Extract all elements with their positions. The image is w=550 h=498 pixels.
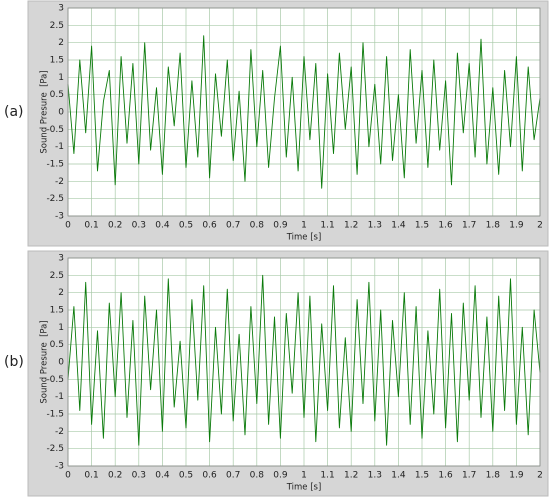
y-tick-label: -0.5 xyxy=(46,375,64,385)
y-tick-label: -2 xyxy=(55,177,64,187)
x-axis-title: Time [s] xyxy=(286,233,322,243)
x-tick-label: 1.3 xyxy=(368,221,382,231)
x-tick-label: 0.2 xyxy=(108,221,122,231)
x-tick-label: 1.6 xyxy=(438,471,453,481)
x-tick-label: 0.8 xyxy=(250,221,265,231)
y-axis-title: Sound Presure [Pa] xyxy=(40,320,50,403)
x-tick-label: 0.5 xyxy=(179,471,193,481)
y-tick-label: -2 xyxy=(55,427,64,437)
x-tick-label: 1.9 xyxy=(509,221,524,231)
panel-label: (a) xyxy=(4,104,24,120)
y-tick-label: -1.5 xyxy=(46,410,64,420)
x-tick-label: 1.4 xyxy=(391,471,406,481)
chart-panel: -3 -2.5 -2 -1.5 -1 -0.5 0 0.5 1 1.5 2 2.5 3 0 0.1 0.2 0.… xyxy=(4,0,549,247)
panel-label: (b) xyxy=(4,354,24,370)
x-tick-label: 0.7 xyxy=(226,221,240,231)
x-tick-label: 0.9 xyxy=(273,221,288,231)
y-axis-title: Sound Presure [Pa] xyxy=(40,70,50,153)
y-tick-label: -1 xyxy=(55,142,64,152)
plot-frame xyxy=(67,257,541,467)
x-axis-title: Time [s] xyxy=(286,483,322,493)
x-tick-label: 2 xyxy=(537,471,543,481)
y-tick-label: -3 xyxy=(55,212,64,222)
plot-frame xyxy=(67,7,541,217)
x-tick-label: 0 xyxy=(65,221,71,231)
y-tick-label: -1 xyxy=(55,392,64,402)
chart-panel: -3 -2.5 -2 -1.5 -1 -0.5 0 0.5 1 1.5 2 2.5 3 0 0.1 0.2 0.… xyxy=(4,250,549,497)
y-tick-label: 0.5 xyxy=(50,340,64,350)
y-tick-label: 2.5 xyxy=(50,271,64,281)
x-tick-label: 0.5 xyxy=(179,221,193,231)
y-tick-label: -1.5 xyxy=(46,160,64,170)
x-tick-label: 1.2 xyxy=(344,221,358,231)
x-tick-label: 1.8 xyxy=(486,471,501,481)
x-tick-label: 1.4 xyxy=(391,221,406,231)
x-tick-label: 0.4 xyxy=(155,471,170,481)
y-tick-label: -2.5 xyxy=(46,444,64,454)
x-tick-label: 0.2 xyxy=(108,471,122,481)
x-tick-label: 0.4 xyxy=(155,221,170,231)
x-tick-label: 1 xyxy=(301,221,307,231)
x-tick-label: 1.1 xyxy=(320,221,334,231)
y-tick-label: 2 xyxy=(58,38,64,48)
y-tick-label: 2 xyxy=(58,288,64,298)
y-tick-label: 2.5 xyxy=(50,21,64,31)
x-tick-label: 1 xyxy=(301,471,307,481)
x-tick-label: 1.7 xyxy=(462,221,476,231)
y-tick-label: 0 xyxy=(58,108,64,118)
x-tick-label: 0.6 xyxy=(202,471,217,481)
x-tick-label: 0.9 xyxy=(273,471,288,481)
x-tick-label: 1.8 xyxy=(486,221,501,231)
x-tick-label: 0.6 xyxy=(202,221,217,231)
x-tick-label: 0.3 xyxy=(132,471,146,481)
y-tick-label: 0 xyxy=(58,358,64,368)
x-tick-label: 1.3 xyxy=(368,471,382,481)
x-tick-label: 0.8 xyxy=(250,471,265,481)
x-tick-label: 2 xyxy=(537,221,543,231)
x-tick-label: 1.6 xyxy=(438,221,453,231)
signal-line xyxy=(67,35,541,189)
x-tick-label: 0.3 xyxy=(132,221,146,231)
x-tick-label: 1.5 xyxy=(415,471,429,481)
x-tick-label: 1.9 xyxy=(509,471,524,481)
y-tick-label: -2.5 xyxy=(46,194,64,204)
signal-line xyxy=(67,274,541,446)
x-tick-label: 0.1 xyxy=(84,221,98,231)
y-tick-label: 3 xyxy=(58,254,64,264)
x-tick-label: 0.1 xyxy=(84,471,98,481)
y-tick-label: 1.5 xyxy=(50,56,64,66)
x-tick-label: 1.7 xyxy=(462,471,476,481)
y-tick-label: 1.5 xyxy=(50,306,64,316)
y-tick-label: -0.5 xyxy=(46,125,64,135)
y-tick-label: 3 xyxy=(58,4,64,14)
x-tick-label: 0 xyxy=(65,471,71,481)
y-tick-label: 0.5 xyxy=(50,90,64,100)
y-tick-label: 1 xyxy=(58,323,64,333)
x-tick-label: 0.7 xyxy=(226,471,240,481)
y-tick-label: -3 xyxy=(55,462,64,472)
x-tick-label: 1.1 xyxy=(320,471,334,481)
y-tick-label: 1 xyxy=(58,73,64,83)
x-tick-label: 1.2 xyxy=(344,471,358,481)
x-tick-label: 1.5 xyxy=(415,221,429,231)
